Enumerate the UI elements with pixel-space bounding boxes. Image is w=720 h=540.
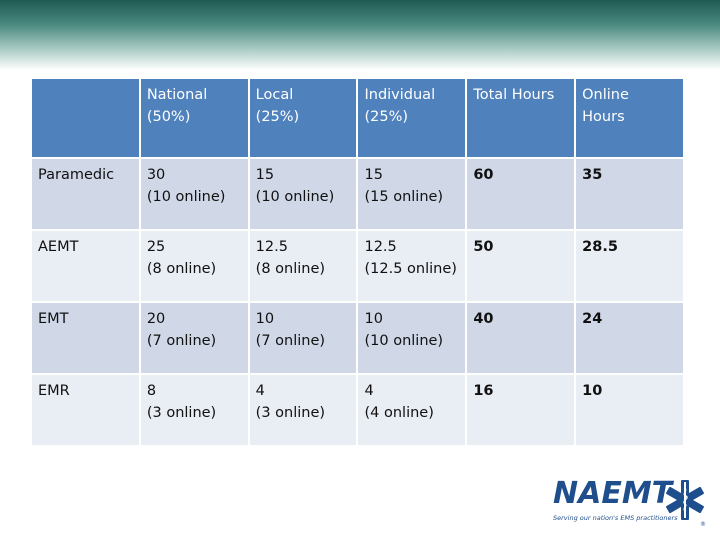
cell-online-note: (10 online) (364, 333, 444, 349)
header-total-hours: Total Hours (467, 79, 575, 157)
cell-paramedic-national: 30 (10 online) (140, 159, 248, 229)
cell-emr-individual: 4 (4 online) (358, 375, 466, 445)
cell-online-note: (10 online) (146, 189, 226, 205)
cell-online-note: (8 online) (146, 261, 217, 277)
cell-emr-local: 4 (3 online) (249, 375, 357, 445)
header-local-line2: (25%) (255, 109, 300, 125)
header-local: Local (25%) (249, 79, 357, 157)
cell-paramedic-individual: 15 (15 online) (358, 159, 466, 229)
cell-paramedic-online: 35 (576, 159, 683, 229)
cell-value: 10 (364, 311, 383, 327)
registered-mark: ® (700, 521, 706, 528)
header-national: National (50%) (140, 79, 248, 157)
header-corner (32, 79, 139, 157)
cell-aemt-national: 25 (8 online) (140, 231, 248, 301)
cell-emt-individual: 10 (10 online) (358, 303, 466, 373)
cell-value: 12.5 (255, 239, 288, 255)
cell-aemt-local: 12.5 (8 online) (249, 231, 357, 301)
header-national-line1: National (146, 87, 208, 103)
logo-tagline: Serving our nation's EMS practitioners (553, 514, 678, 522)
header-total-line1: Total Hours (473, 87, 555, 103)
cell-emt-online: 24 (576, 303, 683, 373)
row-label-emr: EMR (32, 375, 139, 445)
cell-value: 10 (255, 311, 275, 327)
cell-emr-total: 16 (467, 375, 575, 445)
cell-emt-local: 10 (7 online) (249, 303, 357, 373)
header-online-line1: Online (582, 87, 629, 103)
table-row-emr: EMR 8 (3 online) 4 (3 online) 4 (4 onlin… (32, 375, 683, 445)
cell-value: 15 (364, 167, 383, 183)
cell-online-note: (8 online) (255, 261, 326, 277)
cell-value: 8 (146, 383, 157, 399)
cell-online-note: (7 online) (146, 333, 217, 349)
cell-value: 20 (146, 311, 166, 327)
header-individual-line1: Individual (364, 87, 436, 103)
header-online-line2: Hours (582, 109, 625, 125)
header-individual: Individual (25%) (358, 79, 466, 157)
cell-emr-national: 8 (3 online) (140, 375, 248, 445)
logo-wordmark: NAEMT (553, 476, 673, 511)
cell-online-note: (15 online) (364, 189, 444, 205)
ce-hours-table: National (50%) Local (25%) Individual (2… (30, 77, 685, 447)
cell-value: 12.5 (364, 239, 397, 255)
row-label-aemt: AEMT (32, 231, 139, 301)
table-row-aemt: AEMT 25 (8 online) 12.5 (8 online) 12.5 … (32, 231, 683, 301)
cell-value: 4 (255, 383, 265, 399)
cell-value: 30 (146, 167, 166, 183)
cell-value: 25 (146, 239, 166, 255)
table-row-emt: EMT 20 (7 online) 10 (7 online) 10 (10 o… (32, 303, 683, 373)
table-row-paramedic: Paramedic 30 (10 online) 15 (10 online) … (32, 159, 683, 229)
table-header-row: National (50%) Local (25%) Individual (2… (32, 79, 683, 157)
cell-online-note: (7 online) (255, 333, 326, 349)
cell-value: 4 (364, 383, 374, 399)
cell-online-note: (12.5 online) (364, 261, 457, 277)
row-label-emt: EMT (32, 303, 139, 373)
header-individual-line2: (25%) (364, 109, 409, 125)
row-label-paramedic: Paramedic (32, 159, 139, 229)
ce-hours-table-container: National (50%) Local (25%) Individual (2… (30, 77, 685, 447)
header-local-line1: Local (255, 87, 294, 103)
top-gradient-band (0, 0, 720, 70)
cell-value: 15 (255, 167, 275, 183)
cell-online-note: (10 online) (255, 189, 335, 205)
cell-online-note: (3 online) (146, 405, 217, 421)
naemt-logo: NAEMT Serving our nation's EMS practitio… (550, 474, 710, 530)
cell-paramedic-local: 15 (10 online) (249, 159, 357, 229)
cell-emt-national: 20 (7 online) (140, 303, 248, 373)
star-of-life-icon: ® (666, 480, 706, 528)
cell-aemt-individual: 12.5 (12.5 online) (358, 231, 466, 301)
cell-emr-online: 10 (576, 375, 683, 445)
cell-online-note: (3 online) (255, 405, 326, 421)
header-online-hours: Online Hours (576, 79, 683, 157)
cell-aemt-total: 50 (467, 231, 575, 301)
cell-aemt-online: 28.5 (576, 231, 683, 301)
cell-paramedic-total: 60 (467, 159, 575, 229)
cell-emt-total: 40 (467, 303, 575, 373)
cell-online-note: (4 online) (364, 405, 434, 421)
header-national-line2: (50%) (146, 109, 191, 125)
